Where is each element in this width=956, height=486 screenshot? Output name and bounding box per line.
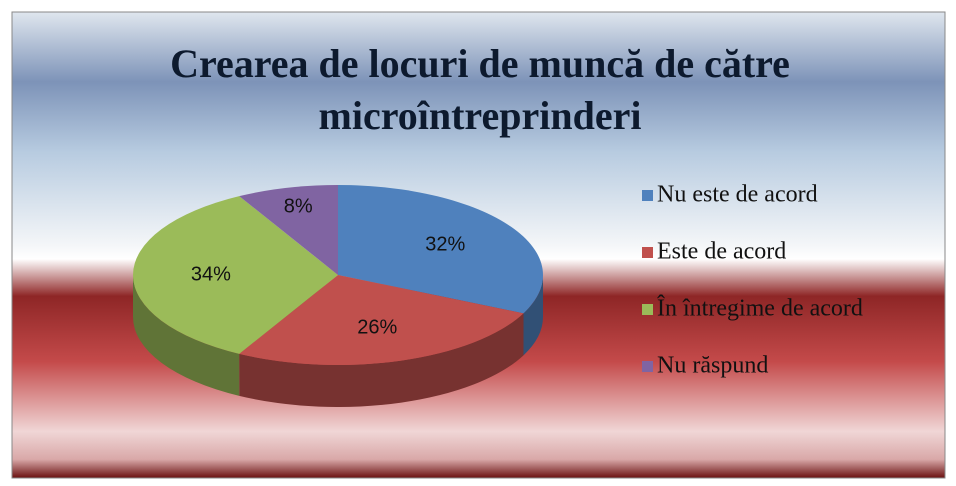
chart-title: Crearea de locuri de muncă de către micr…	[170, 41, 790, 138]
pie-side	[239, 313, 524, 407]
legend-label: Nu răspund	[657, 353, 768, 379]
pie-slice	[338, 185, 544, 314]
pie-slice	[239, 275, 524, 366]
legend-swatch	[642, 361, 653, 372]
data-label: 32%	[425, 233, 465, 255]
data-label: 34%	[191, 263, 231, 285]
legend-swatch	[642, 304, 653, 315]
pie-side	[133, 275, 240, 396]
legend-label: În întregime de acord	[657, 296, 863, 322]
data-label: 26%	[357, 316, 397, 338]
legend-swatch	[642, 190, 653, 201]
data-label: 8%	[284, 195, 313, 217]
legend-swatch	[642, 247, 653, 258]
legend-label: Este de acord	[657, 239, 786, 265]
pie-side	[523, 275, 543, 356]
pie-slice	[132, 196, 338, 354]
pie-slice	[239, 185, 338, 275]
legend-label: Nu este de acord	[657, 182, 818, 208]
